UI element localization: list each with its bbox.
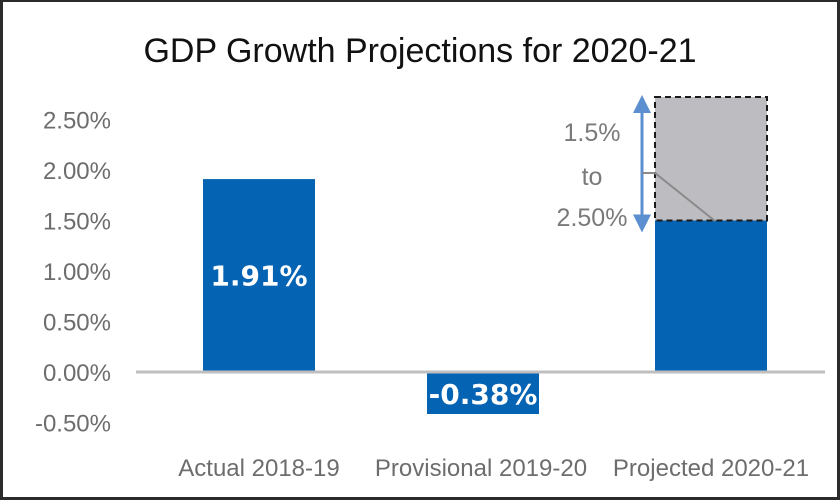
projection-range: 1.5% to 2.50% <box>557 95 768 233</box>
y-axis: 2.50% 2.00% 1.50% 1.00% 0.50% 0.00% -0.50% <box>35 108 111 438</box>
x-category-label: Actual 2018-19 <box>178 455 339 482</box>
y-tick-label: 2.50% <box>43 108 111 135</box>
bars: 1.91% -0.38% <box>203 179 767 414</box>
data-label: 1.91% <box>210 260 307 293</box>
arrow-up-icon <box>633 95 651 113</box>
y-tick-label: 0.50% <box>43 310 111 337</box>
x-category-label: Provisional 2019-20 <box>375 455 587 482</box>
x-category-label: Projected 2020-21 <box>613 455 809 482</box>
range-annotation-text: 1.5% <box>564 119 621 147</box>
data-label: -0.38% <box>429 378 538 411</box>
annotation-leader-line <box>642 172 716 222</box>
projection-range-box <box>654 96 768 222</box>
arrow-down-icon <box>633 214 651 233</box>
chart-title: GDP Growth Projections for 2020-21 <box>143 32 696 70</box>
y-tick-label: 0.00% <box>43 360 111 387</box>
range-annotation-text: to <box>582 163 603 191</box>
x-axis: Actual 2018-19 Provisional 2019-20 Project… <box>178 455 809 482</box>
y-tick-label: -0.50% <box>35 411 111 438</box>
bar <box>655 220 767 372</box>
bar <box>203 179 315 372</box>
gdp-growth-chart: GDP Growth Projections for 2020-21 2.50%… <box>35 32 825 482</box>
bar <box>427 372 539 414</box>
y-tick-label: 1.00% <box>43 259 111 286</box>
y-tick-label: 1.50% <box>43 209 111 236</box>
range-annotation-text: 2.50% <box>557 204 628 232</box>
y-tick-label: 2.00% <box>43 158 111 185</box>
